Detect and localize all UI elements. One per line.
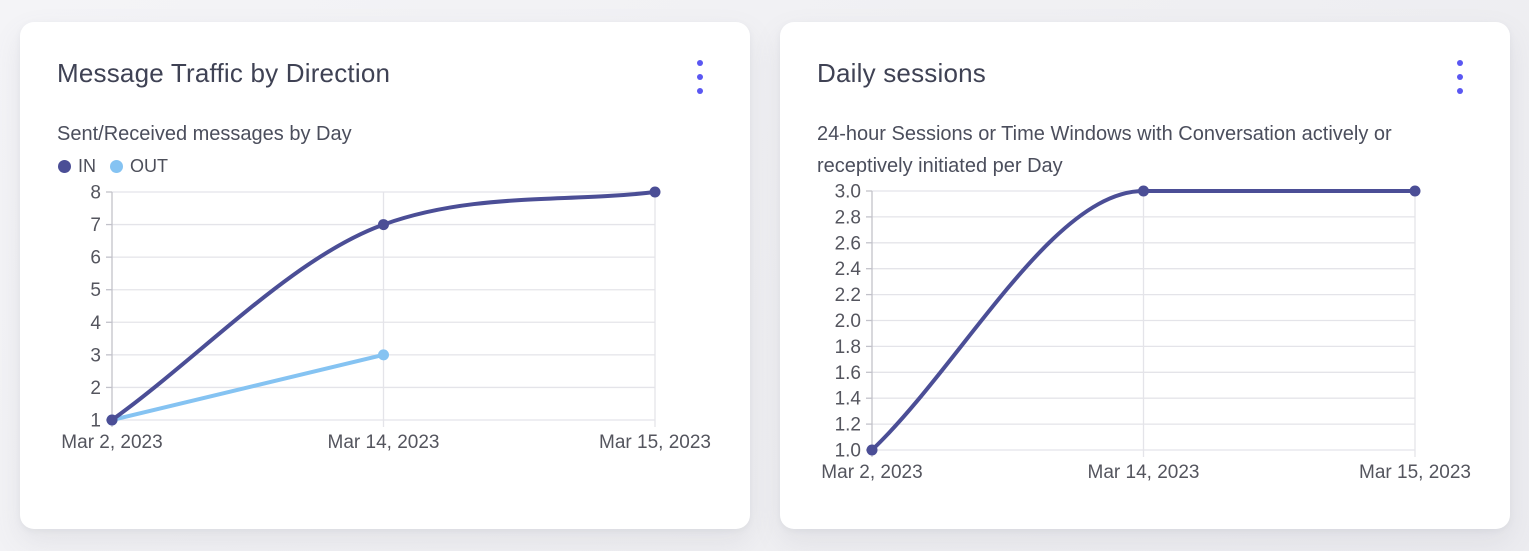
svg-text:2.2: 2.2: [835, 285, 861, 306]
kebab-dot: [697, 60, 703, 66]
legend-dot-in: [58, 160, 71, 173]
card-daily-sessions: Daily sessions 24-hour Sessions or Time …: [780, 22, 1510, 529]
svg-text:1.4: 1.4: [835, 389, 862, 410]
svg-text:Mar 2, 2023: Mar 2, 2023: [61, 432, 162, 453]
svg-text:Mar 15, 2023: Mar 15, 2023: [1359, 462, 1471, 483]
svg-text:7: 7: [90, 215, 101, 236]
card-message-traffic: Message Traffic by Direction Sent/Receiv…: [20, 22, 750, 529]
svg-text:2: 2: [90, 378, 101, 399]
card-menu-button[interactable]: [1440, 54, 1480, 100]
kebab-dot: [697, 74, 703, 80]
legend-dot-out: [110, 160, 123, 173]
card-subtitle: 24-hour Sessions or Time Windows with Co…: [817, 123, 1392, 177]
kebab-dot: [1457, 74, 1463, 80]
svg-text:1.8: 1.8: [835, 337, 861, 358]
svg-text:1: 1: [90, 411, 101, 432]
svg-text:Mar 15, 2023: Mar 15, 2023: [599, 432, 711, 453]
card-title: Message Traffic by Direction: [57, 58, 391, 88]
kebab-dot: [1457, 88, 1463, 94]
svg-text:1.6: 1.6: [835, 363, 861, 384]
legend-label-in: IN: [78, 156, 96, 176]
card-title: Daily sessions: [817, 58, 986, 88]
kebab-menu-icon: [697, 60, 703, 94]
card-subtitle: Sent/Received messages by Day: [57, 123, 352, 145]
legend-item-in[interactable]: IN: [58, 156, 96, 177]
svg-text:1.2: 1.2: [835, 415, 861, 436]
kebab-dot: [1457, 60, 1463, 66]
svg-text:2.0: 2.0: [835, 311, 861, 332]
svg-text:5: 5: [90, 280, 101, 301]
svg-text:2.8: 2.8: [835, 207, 861, 228]
card-menu-button[interactable]: [680, 54, 720, 100]
svg-text:Mar 2, 2023: Mar 2, 2023: [821, 462, 922, 483]
legend-item-out[interactable]: OUT: [110, 156, 168, 177]
svg-text:1.0: 1.0: [835, 441, 861, 462]
svg-text:8: 8: [90, 183, 101, 204]
kebab-dot: [697, 88, 703, 94]
svg-text:Mar 14, 2023: Mar 14, 2023: [328, 432, 440, 453]
svg-text:3.0: 3.0: [835, 182, 861, 203]
chart-legend: IN OUT: [58, 156, 168, 177]
legend-label-out: OUT: [130, 156, 168, 176]
svg-text:3: 3: [90, 345, 101, 366]
svg-text:2.6: 2.6: [835, 233, 861, 254]
svg-text:6: 6: [90, 248, 101, 269]
kebab-menu-icon: [1457, 60, 1463, 94]
svg-text:4: 4: [90, 313, 101, 334]
svg-text:Mar 14, 2023: Mar 14, 2023: [1088, 462, 1200, 483]
svg-text:2.4: 2.4: [835, 259, 862, 280]
